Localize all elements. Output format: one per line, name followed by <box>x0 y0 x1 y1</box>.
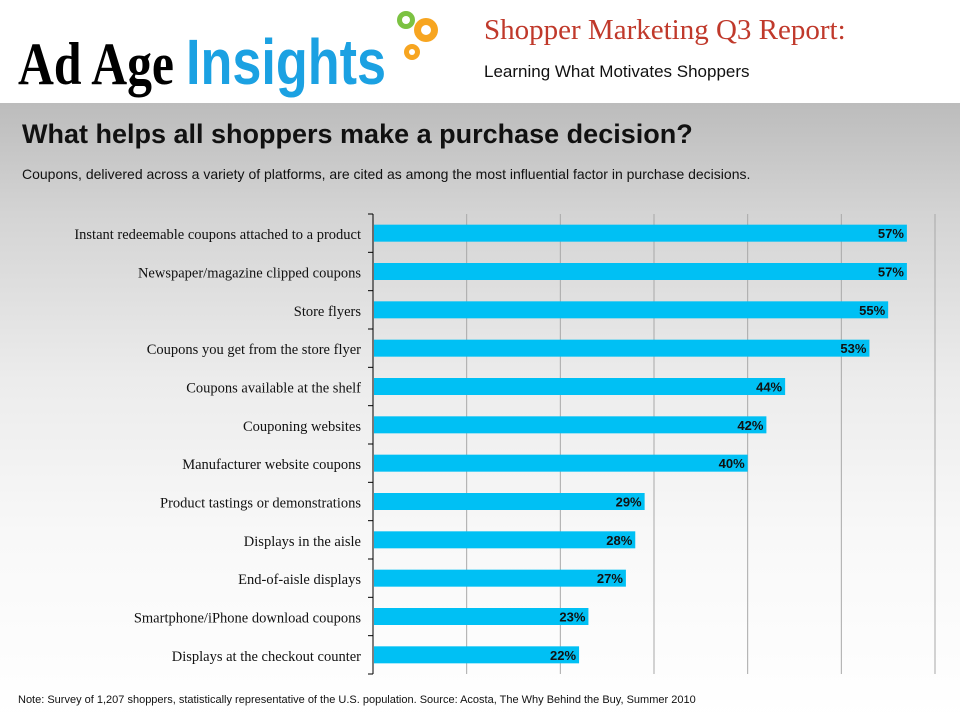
category-label: End-of-aisle displays <box>238 572 361 588</box>
bar <box>374 608 589 625</box>
data-label: 22% <box>550 648 576 663</box>
category-label: Displays in the aisle <box>244 534 361 550</box>
ad-age-insights-logo: Ad Age Insights <box>18 11 438 98</box>
data-label: 53% <box>840 341 866 356</box>
data-label: 27% <box>597 571 623 586</box>
data-label: 40% <box>719 456 745 471</box>
category-label: Displays at the checkout counter <box>172 649 361 665</box>
data-label: 57% <box>878 226 904 241</box>
data-label: 23% <box>559 610 585 625</box>
bar <box>374 569 626 587</box>
data-label: 57% <box>878 265 904 280</box>
slide-headline: What helps all shoppers make a purchase … <box>22 119 693 149</box>
data-label: 44% <box>756 380 782 395</box>
report-title: Shopper Marketing Q3 Report: <box>484 14 846 46</box>
svg-text:Insights: Insights <box>186 26 386 98</box>
bar <box>374 378 786 395</box>
category-label: Couponing websites <box>243 419 361 435</box>
category-label: Store flyers <box>294 304 362 320</box>
category-label: Manufacturer website coupons <box>182 457 361 473</box>
bar <box>374 301 889 319</box>
svg-text:Ad Age: Ad Age <box>18 31 174 97</box>
category-label: Coupons you get from the store flyer <box>147 342 361 358</box>
data-label: 55% <box>859 303 885 318</box>
ad-age-wordmark: Ad Age <box>18 31 174 97</box>
bar <box>374 531 636 549</box>
bar <box>374 646 580 664</box>
bar <box>374 339 870 357</box>
bar <box>374 454 748 472</box>
gear-icon <box>397 11 438 60</box>
category-label: Newspaper/magazine clipped coupons <box>138 266 361 282</box>
data-label: 28% <box>606 533 632 548</box>
source-note: Note: Survey of 1,207 shoppers, statisti… <box>18 694 696 706</box>
category-label: Smartphone/iPhone download coupons <box>134 611 362 627</box>
data-label: 42% <box>737 418 763 433</box>
insights-wordmark: Insights <box>186 26 386 98</box>
bar <box>374 416 767 434</box>
category-label: Instant redeemable coupons attached to a… <box>74 227 361 243</box>
bar <box>374 224 907 242</box>
bar <box>374 493 645 510</box>
slide-intro: Coupons, delivered across a variety of p… <box>22 166 751 182</box>
category-label: Product tastings or demonstrations <box>160 496 361 512</box>
bar <box>374 263 907 280</box>
category-label: Coupons available at the shelf <box>186 381 361 397</box>
report-subtitle: Learning What Motivates Shoppers <box>484 62 750 81</box>
report-header: Ad Age Insights Shopper Marketing Q3 Rep… <box>0 0 960 103</box>
data-label: 29% <box>616 495 642 510</box>
